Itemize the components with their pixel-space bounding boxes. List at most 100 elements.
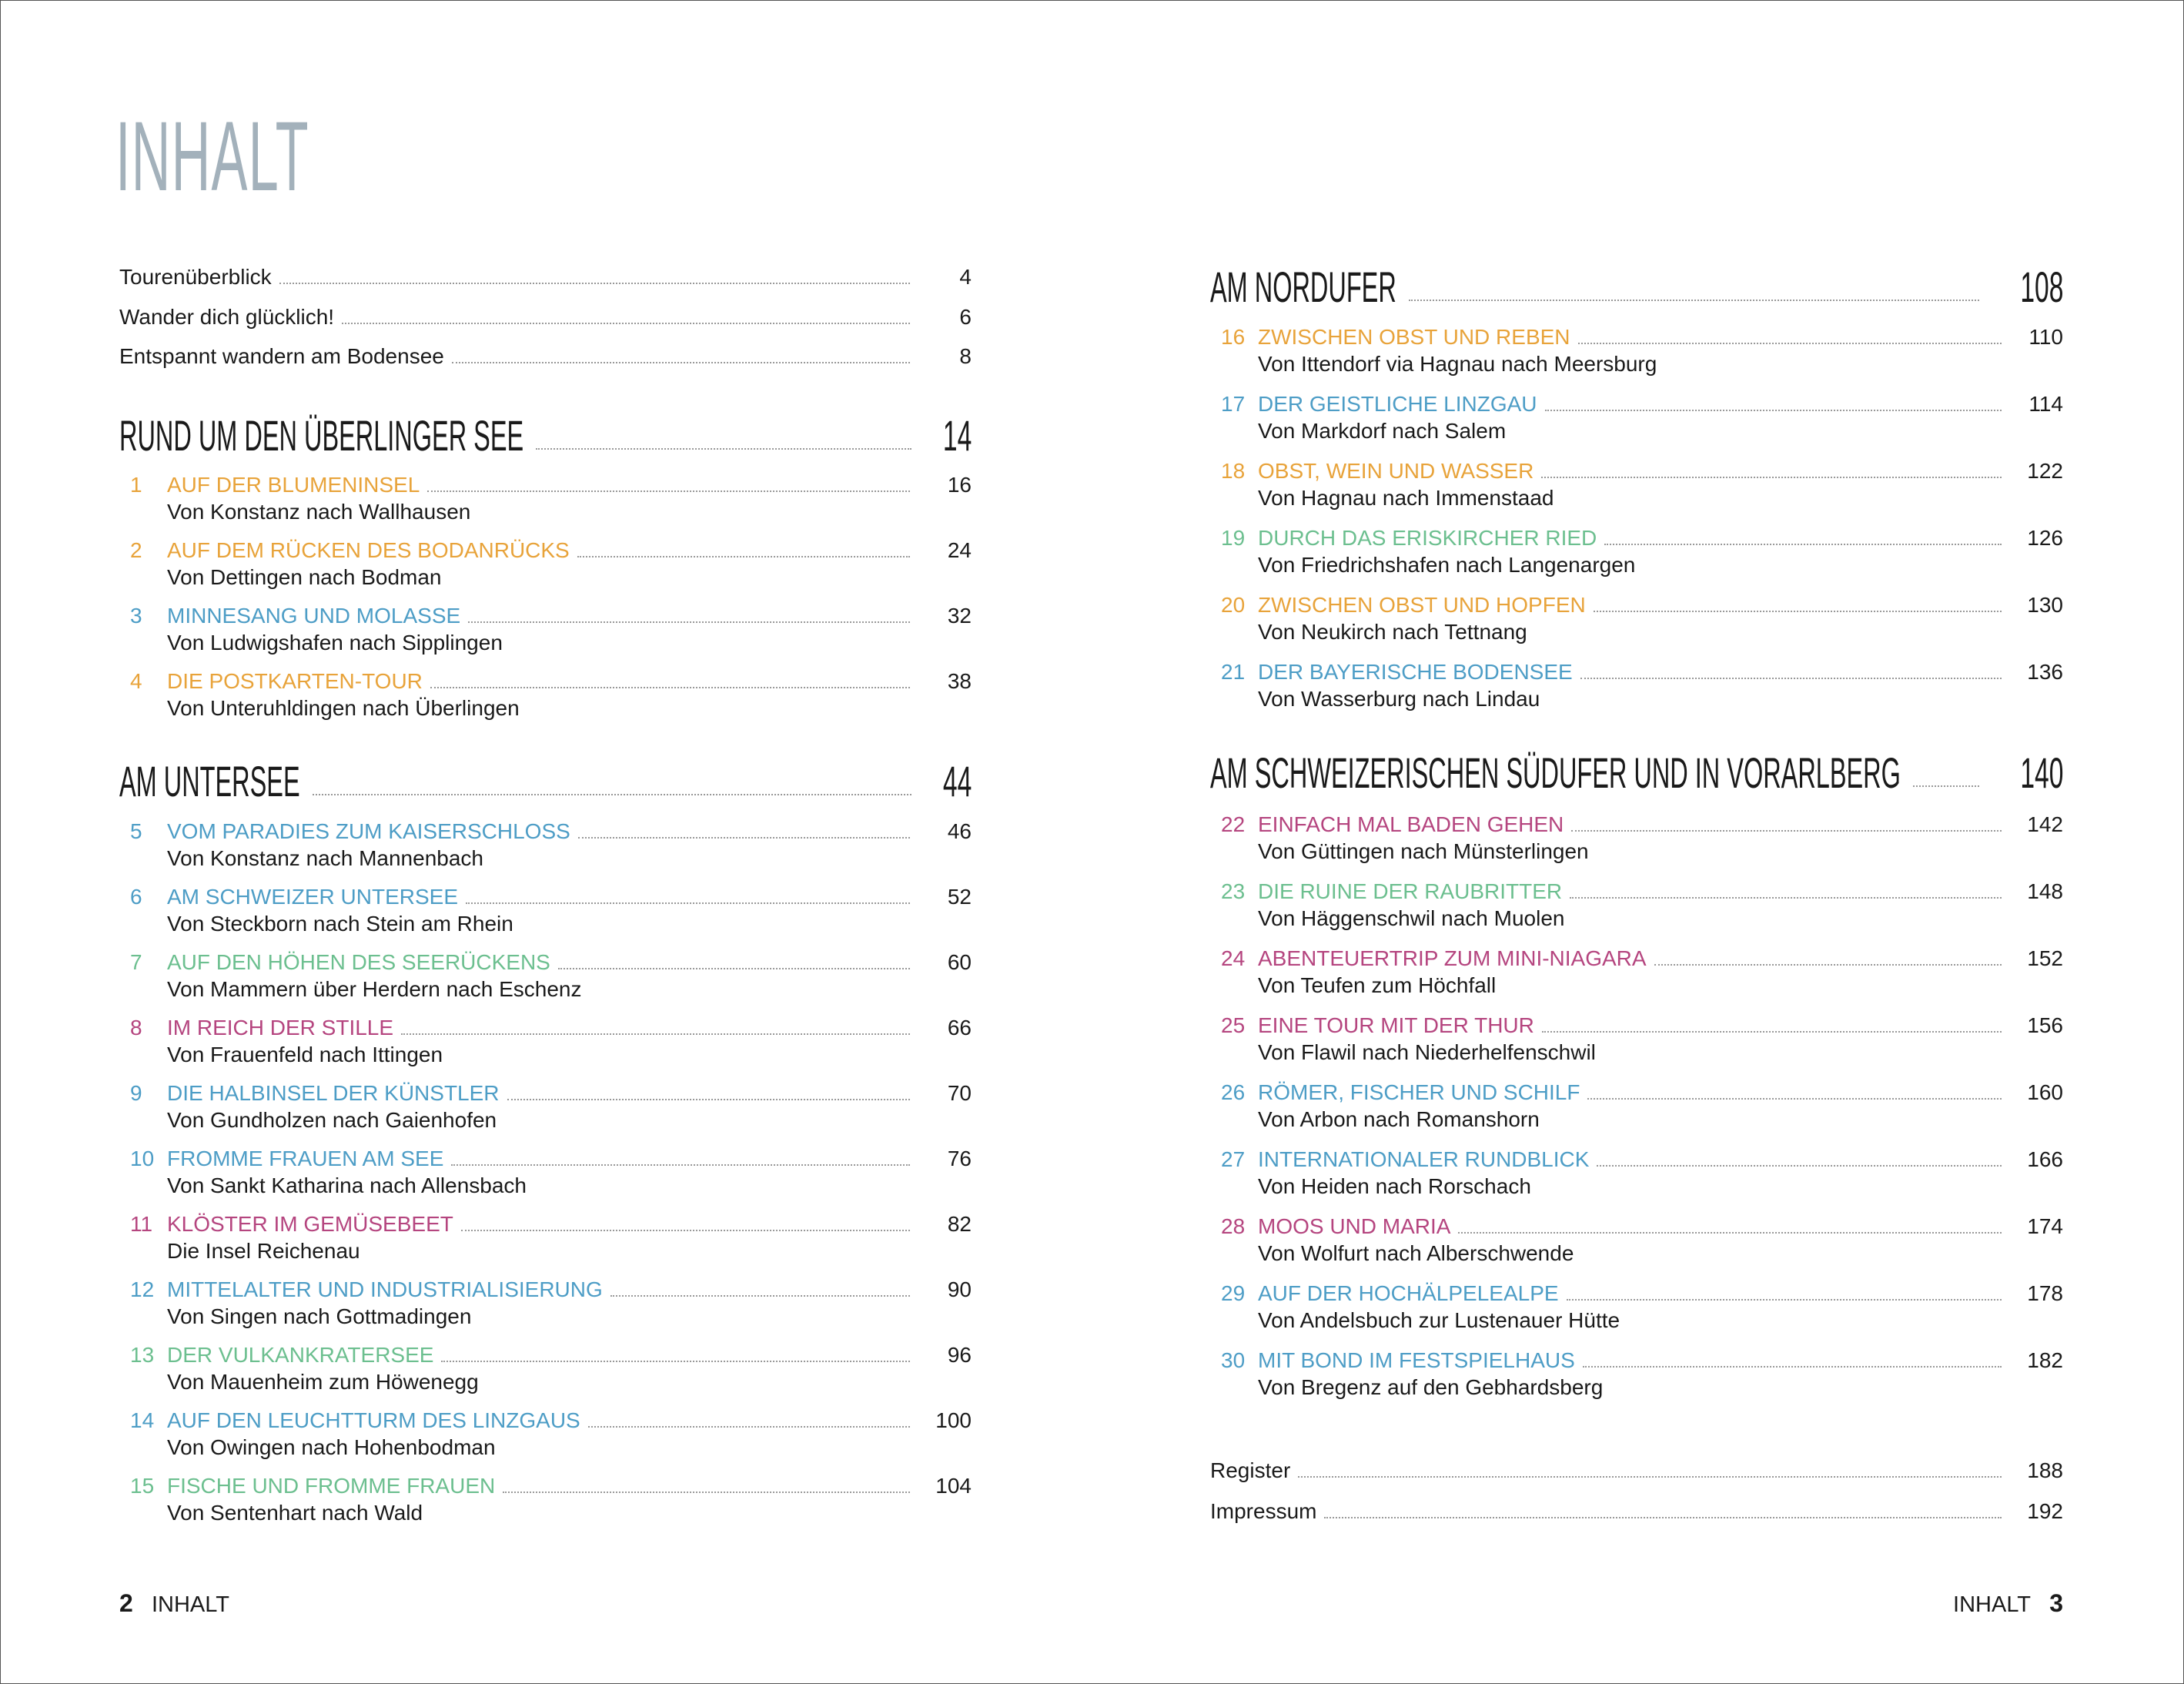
dot-leader (468, 621, 910, 623)
section-heading[interactable]: AM UNTERSEE 44 (119, 758, 972, 805)
dot-leader (460, 1230, 910, 1231)
entry-row: 9 DIE HALBINSEL DER KÜNSTLER 70 (119, 1080, 972, 1107)
toc-entry[interactable]: 23 DIE RUINE DER RAUBRITTER 148 Von Häggens… (1210, 878, 2063, 932)
toc-entry[interactable]: 24 ABENTEUERTRIP ZUM MINI-NIAGARA 152 Von T… (1210, 945, 2063, 999)
dot-leader (507, 1099, 910, 1100)
toc-entry[interactable]: 30 MIT BOND IM FESTSPIELHAUS 182 Von Bregen… (1210, 1347, 2063, 1401)
toc-entry[interactable]: 25 EINE TOUR MIT DER THUR 156 Von Flawil na… (1210, 1012, 2063, 1066)
dot-leader (557, 968, 910, 969)
tour-number: 28 (1221, 1214, 1246, 1238)
toc-entry[interactable]: 11 KLÖSTER IM GEMÜSEBEET 82 Die Insel Reich… (119, 1210, 972, 1264)
tour-page: 152 (2027, 946, 2063, 970)
tour-number: 22 (1221, 812, 1246, 836)
tour-page: 66 (947, 1016, 972, 1040)
toc-entry[interactable]: 10 FROMME FRAUEN AM SEE 76 Von Sankt Kathar… (119, 1145, 972, 1199)
tour-title: MOOS UND MARIA (1258, 1214, 1451, 1238)
intro-item[interactable]: Entspannt wandern am Bodensee 8 (119, 343, 972, 370)
intro-item[interactable]: Wander dich glücklich! 6 (119, 303, 972, 331)
page-title: INHALT (115, 102, 309, 212)
tour-subtitle: Von Steckborn nach Stein am Rhein (167, 912, 513, 936)
toc-entry[interactable]: 14 AUF DEN LEUCHTTURM DES LINZGAUS 100 Von … (119, 1407, 972, 1461)
dot-leader (1587, 1098, 2002, 1100)
tour-number: 23 (1221, 879, 1246, 903)
tour-subtitle: Von Frauenfeld nach Ittingen (167, 1043, 443, 1066)
tour-title: MINNESANG UND MOLASSE (167, 604, 461, 628)
section-heading[interactable]: RUND UM DEN ÜBERLINGER SEE 14 (119, 413, 972, 459)
tour-number: 27 (1221, 1147, 1246, 1171)
toc-entry[interactable]: 28 MOOS UND MARIA 174 Von Wolfurt nach Albe… (1210, 1213, 2063, 1267)
tour-number: 6 (130, 885, 142, 909)
toc-entry[interactable]: 22 EINFACH MAL BADEN GEHEN 142 Von Güttinge… (1210, 811, 2063, 865)
toc-entry[interactable]: 5 VOM PARADIES ZUM KAISERSCHLOSS 46 Von Kon… (119, 818, 972, 872)
section-heading-wrap: AM NORDUFER (1210, 264, 1396, 310)
tour-page: 60 (947, 950, 972, 974)
dot-leader (1580, 678, 2002, 679)
tour-title: DIE POSTKARTEN-TOUR (167, 669, 423, 693)
toc-entry[interactable]: 9 DIE HALBINSEL DER KÜNSTLER 70 Von Gundhol… (119, 1080, 972, 1133)
tour-page: 46 (947, 819, 972, 843)
tour-title: DER VULKANKRATERSEE (167, 1343, 434, 1367)
outro-item[interactable]: Impressum 192 (1210, 1498, 2063, 1525)
toc-label: Tourenüberblick (119, 265, 272, 289)
toc-entry[interactable]: 12 MITTELALTER UND INDUSTRIALISIERUNG 90 Vo… (119, 1276, 972, 1330)
toc-entry[interactable]: 15 FISCHE UND FROMME FRAUEN 104 Von Sentenh… (119, 1472, 972, 1526)
tour-title: DER GEISTLICHE LINZGAU (1258, 392, 1537, 416)
toc-entry[interactable]: 20 ZWISCHEN OBST UND HOPFEN 130 Von Neukirc… (1210, 591, 2063, 645)
toc-entry[interactable]: 18 OBST, WEIN UND WASSER 122 Von Hagnau nac… (1210, 457, 2063, 511)
section-heading[interactable]: AM NORDUFER 108 (1210, 264, 2063, 310)
toc-label: Register (1210, 1458, 1291, 1482)
section-heading[interactable]: AM SCHWEIZERISCHEN SÜDUFER UND IN VORARL… (1210, 750, 2063, 796)
entry-row: 25 EINE TOUR MIT DER THUR 156 (1210, 1012, 2063, 1040)
toc-entry[interactable]: 7 AUF DEN HÖHEN DES SEERÜCKENS 60 Von Mamme… (119, 949, 972, 1003)
tour-subtitle: Von Friedrichshafen nach Langenargen (1258, 553, 1636, 577)
entry-row: 13 DER VULKANKRATERSEE 96 (119, 1341, 972, 1369)
tour-number: 16 (1221, 325, 1246, 349)
toc-entry[interactable]: 8 IM REICH DER STILLE 66 Von Frauenfeld nac… (119, 1014, 972, 1068)
toc-entry[interactable]: 19 DURCH DAS ERISKIRCHER RIED 126 Von Fried… (1210, 524, 2063, 578)
toc-entry[interactable]: 6 AM SCHWEIZER UNTERSEE 52 Von Steckborn na… (119, 883, 972, 937)
toc-entry[interactable]: 1 AUF DER BLUMENINSEL 16 Von Konstanz nach … (119, 471, 972, 525)
toc-entry[interactable]: 29 AUF DER HOCHÄLPELEALPE 178 Von Andelsbuc… (1210, 1280, 2063, 1334)
tour-title: AUF DER BLUMENINSEL (167, 473, 420, 497)
tour-subtitle: Von Flawil nach Niederhelfenschwil (1258, 1040, 1596, 1064)
tour-number: 15 (130, 1474, 155, 1498)
tour-number: 2 (130, 538, 142, 562)
tour-title: AUF DEN LEUCHTTURM DES LINZGAUS (167, 1408, 580, 1432)
toc-entry[interactable]: 3 MINNESANG UND MOLASSE 32 Von Ludwigshafen… (119, 602, 972, 656)
toc-entry[interactable]: 4 DIE POSTKARTEN-TOUR 38 Von Unteruhldingen… (119, 668, 972, 721)
dot-leader (466, 902, 910, 904)
dot-leader (1912, 785, 1979, 787)
page-number-left: 2 (119, 1589, 133, 1617)
tour-page: 126 (2027, 526, 2063, 550)
section-page: 140 (2019, 748, 2063, 797)
tour-page: 178 (2027, 1281, 2063, 1305)
intro-item[interactable]: Tourenüberblick 4 (119, 263, 972, 291)
tour-title: DIE RUINE DER RAUBRITTER (1258, 879, 1563, 903)
entry-row: 29 AUF DER HOCHÄLPELEALPE 178 (1210, 1280, 2063, 1307)
toc-entry[interactable]: 26 RÖMER, FISCHER UND SCHILF 160 Von Arbon … (1210, 1079, 2063, 1133)
running-head-left: INHALT (151, 1592, 229, 1617)
tour-number: 20 (1221, 593, 1246, 617)
tour-number: 1 (130, 473, 142, 497)
entry-row: 22 EINFACH MAL BADEN GEHEN 142 (1210, 811, 2063, 839)
tour-page: 24 (947, 538, 972, 562)
tour-subtitle: Von Dettingen nach Bodman (167, 565, 442, 589)
toc-entry[interactable]: 27 INTERNATIONALER RUNDBLICK 166 Von Heiden… (1210, 1146, 2063, 1200)
toc-entry[interactable]: 21 DER BAYERISCHE BODENSEE 136 Von Wasserbu… (1210, 658, 2063, 712)
toc-entry[interactable]: 13 DER VULKANKRATERSEE 96 Von Mauenheim zum… (119, 1341, 972, 1395)
dot-leader (342, 323, 910, 324)
dot-leader (1597, 1165, 2002, 1167)
toc-row: Tourenüberblick 4 (119, 263, 972, 291)
outro-item[interactable]: Register 188 (1210, 1457, 2063, 1485)
section-heading-wrap: AM SCHWEIZERISCHEN SÜDUFER UND IN VORARL… (1210, 750, 1901, 796)
tour-subtitle: Von Sankt Katharina nach Allensbach (167, 1173, 527, 1197)
tour-page: 182 (2027, 1348, 2063, 1372)
toc-page: 188 (2027, 1458, 2063, 1482)
toc-entry[interactable]: 17 DER GEISTLICHE LINZGAU 114 Von Markdorf … (1210, 390, 2063, 444)
toc-entry[interactable]: 16 ZWISCHEN OBST UND REBEN 110 Von Ittendor… (1210, 323, 2063, 377)
toc-entry[interactable]: 2 AUF DEM RÜCKEN DES BODANRÜCKS 24 Von Dett… (119, 537, 972, 591)
toc-row: Entspannt wandern am Bodensee 8 (119, 343, 972, 370)
tour-title: AM SCHWEIZER UNTERSEE (167, 885, 459, 909)
dot-leader (451, 362, 910, 363)
tour-subtitle: Von Wasserburg nach Lindau (1258, 687, 1540, 711)
